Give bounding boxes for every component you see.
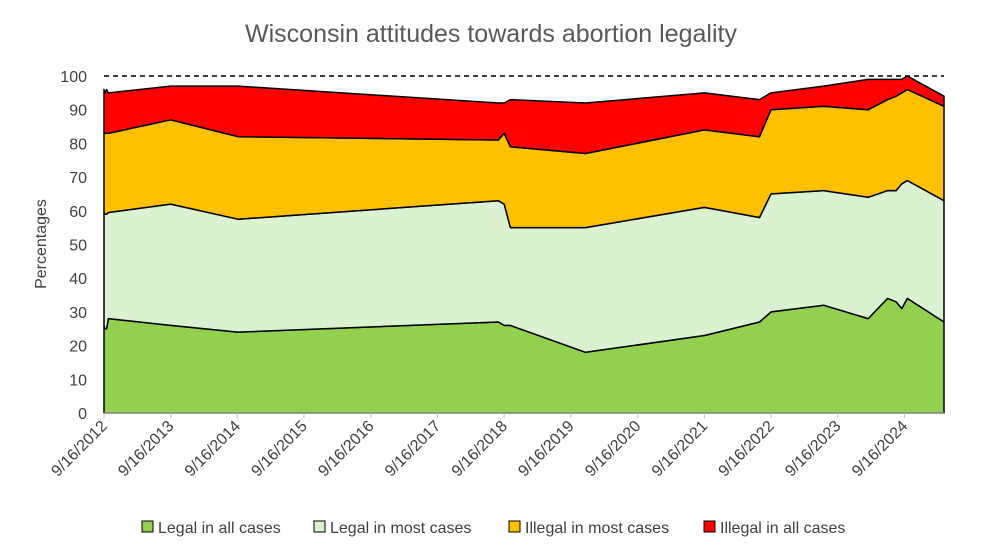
chart-title: Wisconsin attitudes towards abortion leg… [245, 20, 737, 48]
y-tick-label: 80 [69, 136, 87, 153]
x-tick-label: 9/16/2015 [248, 418, 310, 480]
plot-areas [103, 75, 945, 414]
y-tick-label: 30 [69, 305, 87, 322]
x-axis-ticks: 9/16/2012 9/16/2013 9/16/2014 9/16/2015 9/16… [48, 418, 911, 480]
x-tick-label: 9/16/2020 [582, 418, 644, 480]
x-tick-label: 9/16/2018 [449, 418, 511, 480]
legend-label: Illegal in all cases [720, 520, 845, 537]
legend-item: Illegal in most cases [508, 520, 669, 537]
y-tick-label: 70 [69, 170, 87, 187]
x-tick-label: 9/16/2024 [849, 418, 911, 480]
y-tick-label: 40 [69, 271, 87, 288]
legend-item: Legal in all cases [141, 520, 281, 537]
legend-item: Illegal in all cases [703, 520, 845, 537]
x-tick-label: 9/16/2014 [182, 418, 244, 480]
area-series-4 [103, 75, 945, 155]
y-tick-label: 20 [69, 339, 87, 356]
legend-label: Legal in most cases [330, 520, 471, 537]
x-tick-label: 9/16/2019 [515, 418, 577, 480]
x-tick-label: 9/16/2023 [782, 418, 844, 480]
legend-swatch [313, 520, 326, 533]
x-tick-label: 9/16/2016 [315, 418, 377, 480]
y-tick-label: 0 [78, 406, 87, 423]
legend-label: Legal in all cases [158, 520, 281, 537]
x-tick-label: 9/16/2021 [649, 418, 711, 480]
x-tick-label: 9/16/2012 [48, 418, 110, 480]
legend-swatch [508, 520, 521, 533]
x-tick-label: 9/16/2022 [716, 418, 778, 480]
legend-swatch [141, 520, 154, 533]
legend-label: Illegal in most cases [525, 520, 669, 537]
y-axis-label: Percentages [33, 199, 50, 289]
legend-item: Legal in most cases [313, 520, 471, 537]
y-axis-ticks: 0 10 20 30 40 50 60 70 80 90 100 [60, 69, 87, 423]
legend-swatch [703, 520, 716, 533]
y-tick-label: 90 [69, 103, 87, 120]
x-tick-label: 9/16/2013 [115, 418, 177, 480]
y-tick-label: 50 [69, 238, 87, 255]
x-axis-tick-marks [103, 413, 906, 418]
legend: Legal in all cases Legal in most cases Ill… [141, 520, 845, 537]
y-tick-label: 60 [69, 204, 87, 221]
y-tick-label: 10 [69, 372, 87, 389]
x-tick-label: 9/16/2017 [382, 418, 444, 480]
y-tick-label: 100 [60, 69, 87, 86]
